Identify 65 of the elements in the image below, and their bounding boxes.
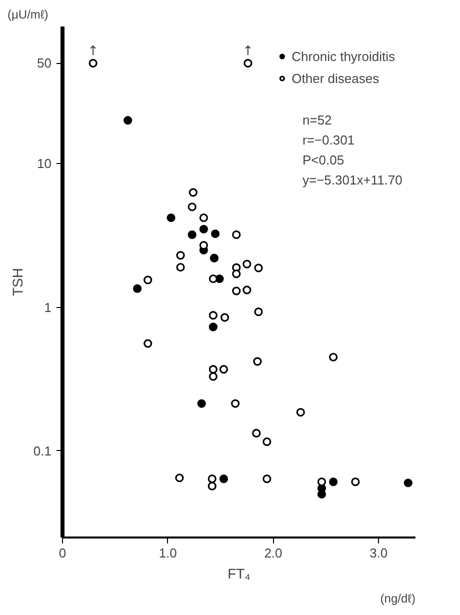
point [210, 229, 220, 238]
point [253, 357, 262, 366]
point [232, 286, 241, 296]
point [88, 58, 98, 68]
point [208, 310, 218, 320]
point [210, 254, 219, 262]
point [144, 339, 152, 348]
y-tick-label: 0.1 [33, 443, 52, 458]
point [199, 224, 208, 234]
point [208, 474, 216, 484]
point [242, 260, 252, 268]
legend-label: Chronic thyroiditis [292, 48, 395, 64]
point [208, 372, 218, 381]
point [220, 313, 230, 322]
point [208, 274, 218, 284]
text: (ng/dℓ) [380, 592, 416, 606]
annotation: y=−5.301x+11.70 [302, 172, 402, 188]
point [144, 276, 152, 284]
point [242, 286, 252, 294]
legend-label: Other diseases [292, 70, 380, 86]
x-tick-label: 1.0 [158, 546, 177, 560]
x-axis-title: FT₄ [228, 566, 251, 582]
annotation: ↑ [242, 44, 254, 60]
point [351, 478, 360, 486]
point [208, 365, 218, 374]
point [219, 474, 228, 484]
point [296, 408, 305, 417]
point [166, 213, 176, 222]
point [197, 399, 206, 408]
annotation: ↑ [88, 44, 99, 60]
point [329, 352, 338, 362]
point [188, 230, 196, 240]
text: (μU/mℓ) [8, 8, 48, 22]
x-tick-label: 3.0 [370, 546, 388, 560]
point [188, 202, 196, 212]
point [176, 262, 185, 272]
point [208, 322, 218, 332]
point [404, 478, 412, 488]
point [262, 474, 272, 484]
point [199, 213, 208, 222]
point [219, 365, 228, 374]
point [232, 270, 241, 278]
x-tick-label: 2.0 [264, 546, 282, 560]
x-tick-label: 0 [58, 546, 66, 560]
point [208, 482, 216, 490]
y-tick-label: 10 [37, 156, 52, 172]
annotation: n=52 [302, 112, 332, 128]
point [231, 399, 240, 408]
point [252, 428, 261, 438]
y-axis-title: TSH [9, 268, 26, 296]
point [244, 58, 252, 68]
point [262, 437, 272, 446]
point [329, 478, 338, 486]
point [254, 308, 263, 316]
annotation: r=−0.301 [302, 132, 355, 148]
annotation: P<0.05 [302, 152, 344, 168]
point [188, 188, 198, 197]
point [232, 230, 241, 240]
y-tick-label: 1 [44, 300, 52, 315]
point [175, 474, 184, 482]
point [176, 251, 185, 260]
point [124, 116, 132, 125]
point [254, 264, 263, 272]
y-tick-label: 50 [37, 56, 52, 71]
point [133, 284, 142, 293]
